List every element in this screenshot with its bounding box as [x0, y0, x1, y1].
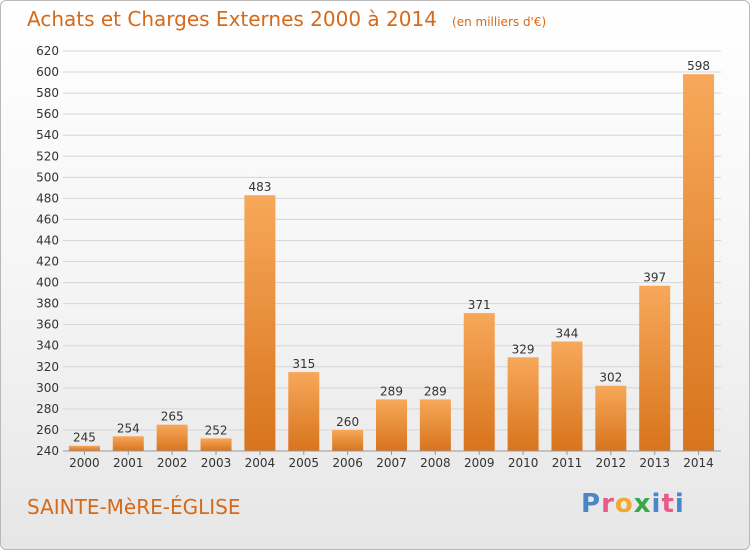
location-name: SAINTE-MèRE-ÉGLISE	[27, 495, 241, 519]
data-label-2008: 289	[424, 384, 447, 398]
data-label-2006: 260	[336, 415, 359, 429]
bar-2007	[376, 399, 407, 451]
x-tick-label-2000: 2000	[69, 456, 100, 470]
x-tick-label-2006: 2006	[332, 456, 363, 470]
x-tick-label-2008: 2008	[420, 456, 451, 470]
y-tick-label: 620	[36, 44, 59, 58]
bar-2010	[507, 357, 539, 451]
bar-2006	[332, 429, 364, 451]
y-tick-label: 460	[36, 212, 59, 226]
x-tick-label-2013: 2013	[639, 456, 670, 470]
bar-2002	[156, 424, 188, 451]
title-row: Achats et Charges Externes 2000 à 2014 (…	[27, 7, 546, 31]
x-tick-label-2003: 2003	[201, 456, 232, 470]
chart-title: Achats et Charges Externes 2000 à 2014	[27, 7, 437, 31]
x-tick-label-2004: 2004	[245, 456, 276, 470]
x-tick-label-2007: 2007	[376, 456, 407, 470]
data-label-2005: 315	[292, 357, 315, 371]
bar-2014	[683, 74, 715, 451]
brand-letter: P	[581, 489, 602, 519]
y-tick-label: 380	[36, 297, 59, 311]
y-tick-label: 520	[36, 149, 59, 163]
x-tick-label-2009: 2009	[464, 456, 495, 470]
x-tick-label-2012: 2012	[596, 456, 627, 470]
bar-2008	[419, 399, 451, 451]
data-label-2000: 245	[73, 431, 96, 445]
x-tick-label-2001: 2001	[113, 456, 144, 470]
axis-layer: 240 260 280 300 320 340 360 380 400 420 440 460 480 5…	[36, 44, 721, 470]
brand-letter: x	[633, 489, 652, 519]
y-tick-label: 340	[36, 339, 59, 353]
data-label-2007: 289	[380, 384, 403, 398]
bar-2004	[244, 195, 276, 451]
data-label-2012: 302	[599, 371, 622, 385]
bar-2013	[639, 285, 671, 451]
y-tick-label: 360	[36, 318, 59, 332]
x-tick-label-2011: 2011	[552, 456, 583, 470]
y-tick-label: 320	[36, 360, 59, 374]
brand-letter: t	[661, 489, 675, 519]
data-label-2001: 254	[117, 421, 140, 435]
bar-2009	[463, 313, 495, 451]
y-tick-label: 500	[36, 170, 59, 184]
brand-letter: i	[651, 489, 662, 519]
bar-2000	[68, 445, 100, 451]
data-label-2004: 483	[248, 180, 271, 194]
data-label-2013: 397	[643, 271, 666, 285]
data-label-2002: 265	[161, 410, 184, 424]
y-tick-label: 480	[36, 191, 59, 205]
brand-letter: o	[614, 489, 634, 519]
data-label-2003: 252	[205, 423, 228, 437]
bar-2011	[551, 341, 583, 451]
data-label-2009: 371	[468, 298, 491, 312]
data-label-2014: 598	[687, 59, 710, 73]
y-tick-label: 440	[36, 233, 59, 247]
brand-letter: r	[601, 489, 615, 519]
y-tick-label: 300	[36, 381, 59, 395]
x-tick-label-2014: 2014	[683, 456, 714, 470]
bar-2001	[112, 436, 144, 451]
y-tick-label: 560	[36, 107, 59, 121]
x-tick-label-2002: 2002	[157, 456, 188, 470]
data-label-2010: 329	[512, 342, 535, 356]
bar-layer	[68, 74, 715, 451]
y-tick-label: 240	[36, 444, 59, 458]
y-tick-label: 540	[36, 128, 59, 142]
chart-unit: (en milliers d'€)	[452, 15, 547, 29]
bar-2003	[200, 438, 232, 451]
x-tick-label-2010: 2010	[508, 456, 539, 470]
y-tick-label: 400	[36, 276, 59, 290]
data-label-2011: 344	[556, 327, 579, 341]
y-tick-label: 420	[36, 255, 59, 269]
brand-letter: i	[674, 489, 685, 519]
y-tick-label: 580	[36, 86, 59, 100]
bar-2012	[595, 385, 627, 451]
label-layer: 245 254 265 252 483 315 260 289 289 371 329 344 302 3…	[73, 59, 710, 445]
bar-2005	[288, 372, 320, 451]
y-tick-label: 260	[36, 423, 59, 437]
x-tick-label-2005: 2005	[288, 456, 319, 470]
y-tick-label: 600	[36, 65, 59, 79]
brand-logo: Proxiti	[581, 489, 685, 519]
y-tick-label: 280	[36, 402, 59, 416]
